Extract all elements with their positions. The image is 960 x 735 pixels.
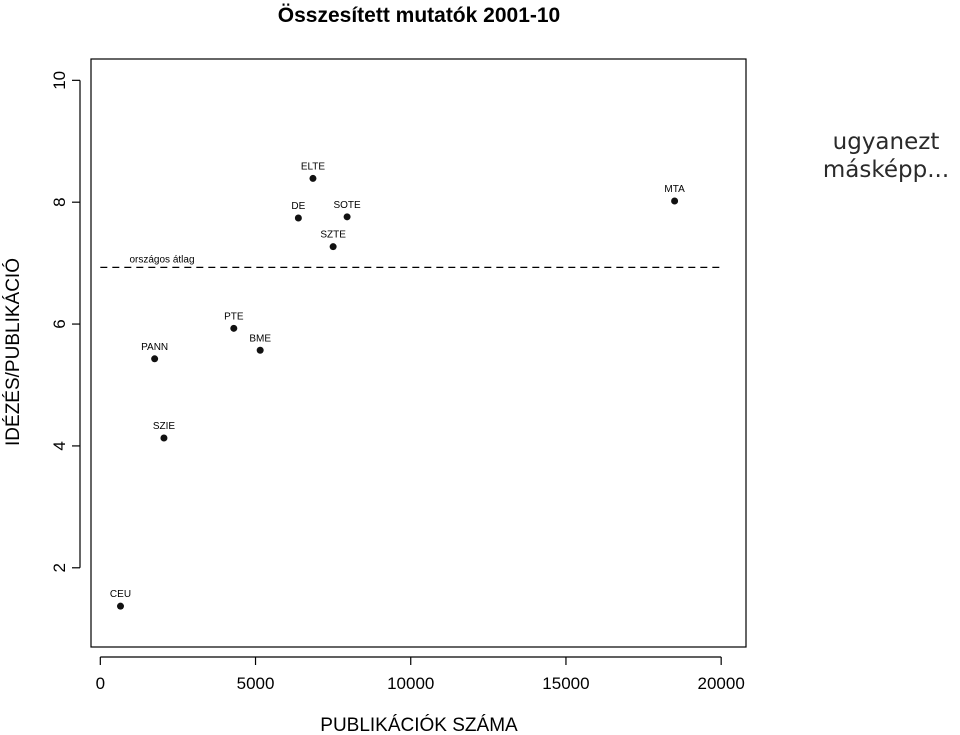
y-axis-label: IDÉZÉS/PUBLIKÁCIÓ — [2, 258, 24, 446]
data-point — [256, 346, 264, 354]
side-note-line1: ugyanezt — [832, 129, 940, 155]
y-tick-label: 10 — [50, 71, 69, 90]
point-label: PTE — [224, 311, 244, 322]
side-note-line2: másképp... — [822, 157, 950, 183]
data-point — [116, 602, 124, 610]
x-tick-label: 5000 — [237, 674, 275, 693]
data-point — [151, 355, 159, 363]
x-tick-label: 15000 — [542, 674, 589, 693]
x-tick-label: 10000 — [387, 674, 434, 693]
x-tick-label: 0 — [96, 674, 105, 693]
point-label: SOTE — [333, 200, 361, 211]
data-point — [329, 243, 337, 251]
plot-frame — [90, 58, 747, 648]
data-point — [160, 434, 168, 442]
data-point — [294, 214, 302, 222]
data-point — [671, 197, 679, 205]
x-tick-label: 20000 — [698, 674, 745, 693]
point-label: DE — [291, 201, 305, 212]
point-label: SZTE — [320, 230, 346, 241]
data-point — [343, 213, 351, 221]
side-note: ugyanezt másképp... — [812, 128, 960, 184]
point-label: CEU — [110, 589, 131, 600]
point-label: PANN — [141, 342, 168, 353]
point-label: ELTE — [301, 161, 326, 172]
y-tick-label: 4 — [50, 441, 69, 450]
data-point — [230, 324, 238, 332]
point-label: BME — [249, 333, 271, 344]
y-tick-label: 6 — [50, 319, 69, 328]
y-tick-label: 2 — [50, 563, 69, 572]
y-axis: 2 4 6 8 10 — [50, 71, 81, 573]
x-axis: 0 5000 10000 15000 20000 — [96, 656, 745, 693]
data-point — [309, 174, 317, 182]
reference-line-group: országos átlag — [100, 254, 722, 268]
point-label: MTA — [664, 184, 685, 195]
reference-line-label: országos átlag — [129, 254, 194, 265]
chart-title: Összesített mutatók 2001-10 — [278, 4, 560, 27]
y-tick-label: 8 — [50, 197, 69, 206]
x-axis-label: PUBLIKÁCIÓK SZÁMA — [320, 714, 518, 735]
data-points: CEU PANN SZIE PTE BME DE ELTE SZTE SOTE MTA — [110, 161, 685, 610]
point-label: SZIE — [153, 421, 176, 432]
